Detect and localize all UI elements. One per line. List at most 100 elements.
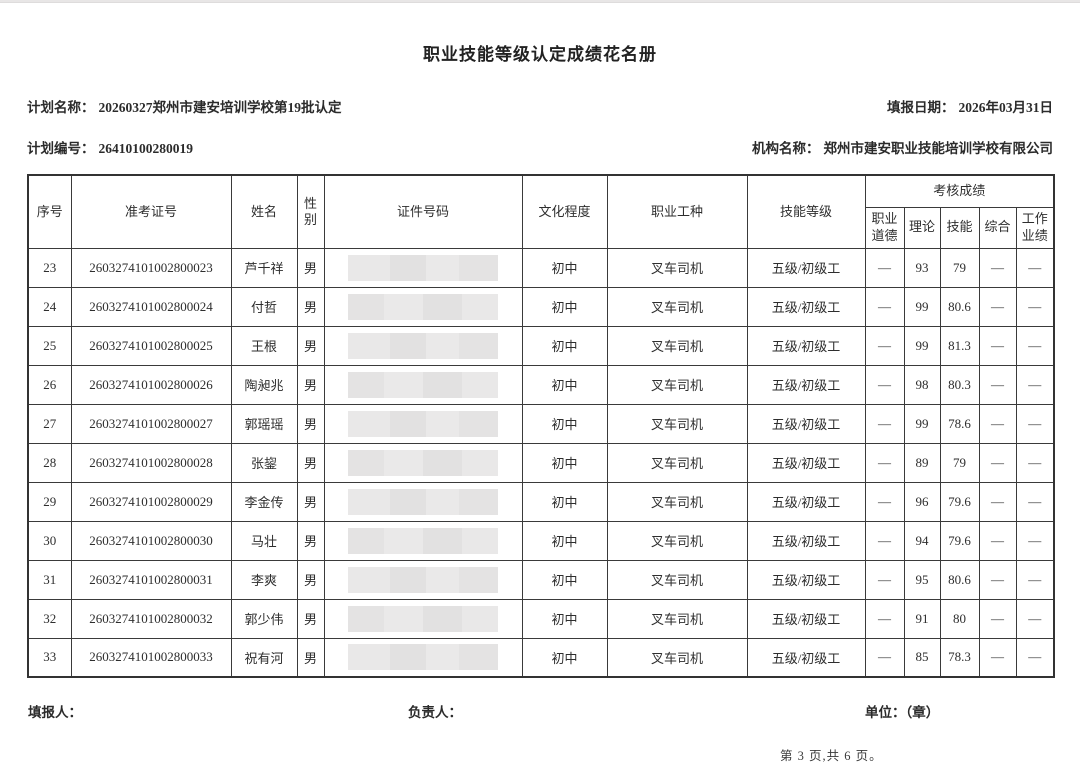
cell-gender: 男: [296, 637, 325, 678]
fill-date-value: 2026年03月31日: [958, 100, 1054, 115]
cell-exam-no: 2603274101002800032: [70, 598, 232, 639]
plan-name-value: 20260327郑州市建安培训学校第19批认定: [98, 100, 342, 115]
cell-id-no: [323, 559, 523, 600]
cell-skill: 80.6: [939, 286, 980, 327]
cell-seq: 29: [27, 481, 72, 522]
cell-skill-level: 五级/初级工: [746, 520, 866, 561]
col-header-id-no: 证件号码: [323, 174, 523, 249]
id-redaction-block: [348, 410, 498, 437]
col-header-name: 姓名: [230, 174, 298, 249]
cell-education: 初中: [521, 325, 608, 366]
cell-gender: 男: [296, 403, 325, 444]
filler-label: 填报人：: [28, 705, 82, 720]
plan-number-value: 26410100280019: [98, 141, 194, 156]
col-header-score-group: 考核成绩: [864, 174, 1055, 208]
cell-skill: 78.6: [939, 403, 980, 444]
meta-row-2: 计划编号： 26410100280019 机构名称： 郑州市建安职业技能培训学校有限…: [27, 137, 1053, 157]
col-header-score-comprehensive: 综合: [978, 206, 1017, 249]
table-row: 23 2603274101002800023 芦千祥男初中 叉车司机 五级/初级工 —93…: [27, 247, 1055, 288]
cell-skill-level: 五级/初级工: [746, 286, 866, 327]
cell-skill-level: 五级/初级工: [746, 442, 866, 483]
table-row: 24 2603274101002800024 付哲男初中 叉车司机 五级/初级工 —99 8…: [27, 286, 1055, 327]
cell-name: 付哲: [230, 286, 298, 327]
cell-name: 李金传: [230, 481, 298, 522]
cell-theory: 99: [903, 403, 941, 444]
cell-id-no: [323, 442, 523, 483]
cell-education: 初中: [521, 364, 608, 405]
cell-exam-no: 2603274101002800028: [70, 442, 232, 483]
cell-theory: 95: [903, 559, 941, 600]
cell-theory: 91: [903, 598, 941, 639]
id-redaction-block: [348, 605, 498, 632]
id-redaction-block: [348, 566, 498, 593]
page-indicator: 第 3 页,共 6 页。: [780, 749, 883, 763]
cell-occupation: 叉车司机: [606, 520, 748, 561]
cell-comprehensive: —: [978, 247, 1017, 288]
cell-work: —: [1015, 481, 1055, 522]
cell-seq: 25: [27, 325, 72, 366]
cell-comprehensive: —: [978, 481, 1017, 522]
signature-row: 填报人： 负责人： 单位：（章）: [27, 701, 1053, 721]
cell-name: 陶昶兆: [230, 364, 298, 405]
plan-name-label: 计划名称：: [27, 100, 95, 115]
fill-date-label: 填报日期：: [887, 100, 955, 115]
id-redaction-block: [348, 293, 498, 320]
col-header-score-theory: 理论: [903, 206, 941, 249]
cell-occupation: 叉车司机: [606, 247, 748, 288]
cell-skill: 80.3: [939, 364, 980, 405]
cell-education: 初中: [521, 637, 608, 678]
cell-occupation: 叉车司机: [606, 598, 748, 639]
col-header-education: 文化程度: [521, 174, 608, 249]
cell-ethics: —: [864, 442, 905, 483]
cell-comprehensive: —: [978, 364, 1017, 405]
cell-occupation: 叉车司机: [606, 364, 748, 405]
cell-gender: 男: [296, 559, 325, 600]
id-redaction-block: [348, 644, 498, 671]
col-header-score-skill: 技能: [939, 206, 980, 249]
cell-comprehensive: —: [978, 286, 1017, 327]
cell-ethics: —: [864, 247, 905, 288]
table-row: 25 2603274101002800025 王根男初中 叉车司机 五级/初级工 —99 8…: [27, 325, 1055, 366]
cell-comprehensive: —: [978, 559, 1017, 600]
cell-theory: 96: [903, 481, 941, 522]
table-row: 28 2603274101002800028 张鋆男初中 叉车司机 五级/初级工 —89 7…: [27, 442, 1055, 483]
cell-work: —: [1015, 364, 1055, 405]
cell-gender: 男: [296, 598, 325, 639]
org-name: 机构名称： 郑州市建安职业技能培训学校有限公司: [752, 137, 1053, 157]
cell-skill: 79.6: [939, 481, 980, 522]
cell-seq: 23: [27, 247, 72, 288]
cell-skill: 79: [939, 442, 980, 483]
plan-number: 计划编号： 26410100280019: [27, 137, 193, 157]
col-header-occupation: 职业工种: [606, 174, 748, 249]
cell-name: 王根: [230, 325, 298, 366]
table-row: 26 2603274101002800026 陶昶兆男初中 叉车司机 五级/初级工 —98…: [27, 364, 1055, 405]
unit-seal-label: 单位：（章）: [865, 705, 940, 720]
cell-ethics: —: [864, 286, 905, 327]
cell-name: 郭少伟: [230, 598, 298, 639]
cell-exam-no: 2603274101002800025: [70, 325, 232, 366]
cell-seq: 33: [27, 637, 72, 678]
cell-skill: 79: [939, 247, 980, 288]
cell-occupation: 叉车司机: [606, 325, 748, 366]
cell-skill: 78.3: [939, 637, 980, 678]
table-row: 29 2603274101002800029 李金传男初中 叉车司机 五级/初级工 —96…: [27, 481, 1055, 522]
cell-theory: 94: [903, 520, 941, 561]
table-row: 33 2603274101002800033 祝有河男初中 叉车司机 五级/初级工 —85…: [27, 637, 1055, 678]
cell-work: —: [1015, 247, 1055, 288]
cell-skill-level: 五级/初级工: [746, 364, 866, 405]
cell-skill-level: 五级/初级工: [746, 598, 866, 639]
cell-seq: 26: [27, 364, 72, 405]
id-redaction-block: [348, 254, 498, 281]
cell-id-no: [323, 325, 523, 366]
cell-id-no: [323, 403, 523, 444]
cell-name: 马壮: [230, 520, 298, 561]
cell-education: 初中: [521, 286, 608, 327]
cell-work: —: [1015, 325, 1055, 366]
table-row: 30 2603274101002800030 马壮男初中 叉车司机 五级/初级工 —94 7…: [27, 520, 1055, 561]
cell-id-no: [323, 598, 523, 639]
cell-work: —: [1015, 442, 1055, 483]
cell-gender: 男: [296, 325, 325, 366]
roster-body: 23 2603274101002800023 芦千祥男初中 叉车司机 五级/初级工 —93…: [27, 247, 1055, 678]
cell-gender: 男: [296, 520, 325, 561]
id-redaction-block: [348, 371, 498, 398]
